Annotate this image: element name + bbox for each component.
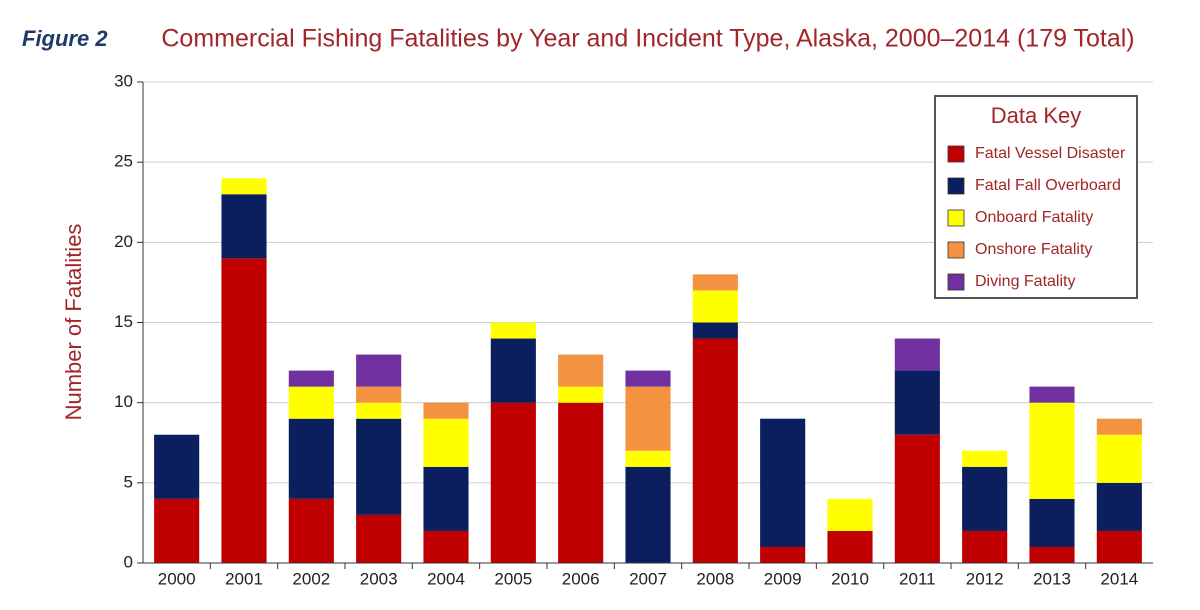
y-tick-label: 15 (114, 312, 133, 331)
x-tick-label: 2001 (225, 569, 263, 588)
legend-label: Onboard Fatality (975, 209, 1093, 226)
x-tick-label: 2000 (158, 569, 196, 588)
bar-segment (827, 498, 873, 531)
y-tick-label: 0 (124, 552, 133, 571)
legend-box (934, 95, 1138, 299)
chart-title: Commercial Fishing Fatalities by Year an… (161, 25, 1134, 53)
bar-segment (692, 274, 738, 291)
bar-segment (154, 434, 200, 499)
legend-label: Fatal Fall Overboard (975, 177, 1121, 194)
bar-segment (288, 498, 334, 563)
x-tick-label: 2004 (427, 569, 465, 588)
x-tick-label: 2008 (696, 569, 734, 588)
legend-label: Onshore Fatality (975, 241, 1092, 258)
x-tick-label: 2014 (1100, 569, 1138, 588)
y-tick-label: 25 (114, 152, 133, 171)
bar-segment (558, 402, 604, 563)
legend-swatch (947, 273, 965, 291)
figure-label: Figure 2 (22, 26, 108, 51)
x-tick-label: 2009 (764, 569, 802, 588)
bar-segment (1029, 546, 1075, 563)
x-tick-label: 2005 (494, 569, 532, 588)
y-tick-label: 30 (114, 71, 133, 90)
x-tick-label: 2011 (899, 569, 936, 588)
x-tick-label: 2012 (966, 569, 1004, 588)
bar-segment (1029, 386, 1075, 403)
legend-swatch (947, 241, 965, 259)
bar-segment (288, 386, 334, 419)
bar-segment (962, 530, 1008, 563)
legend-swatch (947, 145, 965, 163)
legend-label: Fatal Vessel Disaster (975, 145, 1126, 162)
bar-segment (1096, 482, 1142, 531)
bar-segment (423, 530, 469, 563)
bar-segment (490, 322, 536, 339)
y-tick-label: 20 (114, 232, 133, 251)
bar-segment (692, 322, 738, 339)
bar-segment (490, 402, 536, 563)
bar-segment (894, 370, 940, 435)
x-tick-label: 2010 (831, 569, 869, 588)
y-tick-label: 10 (114, 392, 133, 411)
bar-segment (1029, 402, 1075, 499)
bar-segment (827, 530, 873, 563)
x-tick-label: 2007 (629, 569, 667, 588)
bar-segment (692, 338, 738, 563)
y-tick-label: 5 (124, 472, 133, 491)
bar-segment (154, 498, 200, 563)
bar-segment (221, 178, 267, 195)
bar-segment (1096, 434, 1142, 483)
bar-segment (894, 434, 940, 563)
x-tick-label: 2013 (1033, 569, 1071, 588)
x-tick-label: 2002 (292, 569, 330, 588)
legend-swatch (947, 209, 965, 227)
bar-segment (288, 370, 334, 387)
bar-segment (356, 402, 402, 419)
bar-segment (760, 546, 806, 563)
bar-segment (962, 466, 1008, 531)
bar-segment (356, 386, 402, 403)
bar-segment (423, 402, 469, 419)
bar-segment (625, 386, 671, 451)
bar-segment (894, 338, 940, 371)
bar-segment (221, 258, 267, 563)
bar-segment (625, 370, 671, 387)
bar-segment (692, 290, 738, 323)
bar-segment (490, 338, 536, 403)
bar-segment (423, 418, 469, 467)
bar-segment (356, 354, 402, 387)
legend-swatch (947, 177, 965, 195)
bar-segment (356, 514, 402, 563)
bar-segment (288, 418, 334, 499)
bar-segment (1029, 498, 1075, 547)
x-tick-label: 2003 (360, 569, 398, 588)
y-axis-label: Number of Fatalities (61, 224, 86, 421)
legend-label: Diving Fatality (975, 273, 1075, 290)
bar-segment (962, 450, 1008, 467)
bar-segment (1096, 530, 1142, 563)
bar-segment (625, 450, 671, 467)
bar-segment (356, 418, 402, 515)
x-tick-label: 2006 (562, 569, 600, 588)
bar-segment (625, 466, 671, 563)
bar-segment (423, 466, 469, 531)
bar-segment (760, 418, 806, 547)
bar-segment (1096, 418, 1142, 435)
bar-segment (558, 354, 604, 387)
bar-segment (558, 386, 604, 403)
legend-title: Data Key (991, 103, 1082, 128)
bar-segment (221, 194, 267, 259)
